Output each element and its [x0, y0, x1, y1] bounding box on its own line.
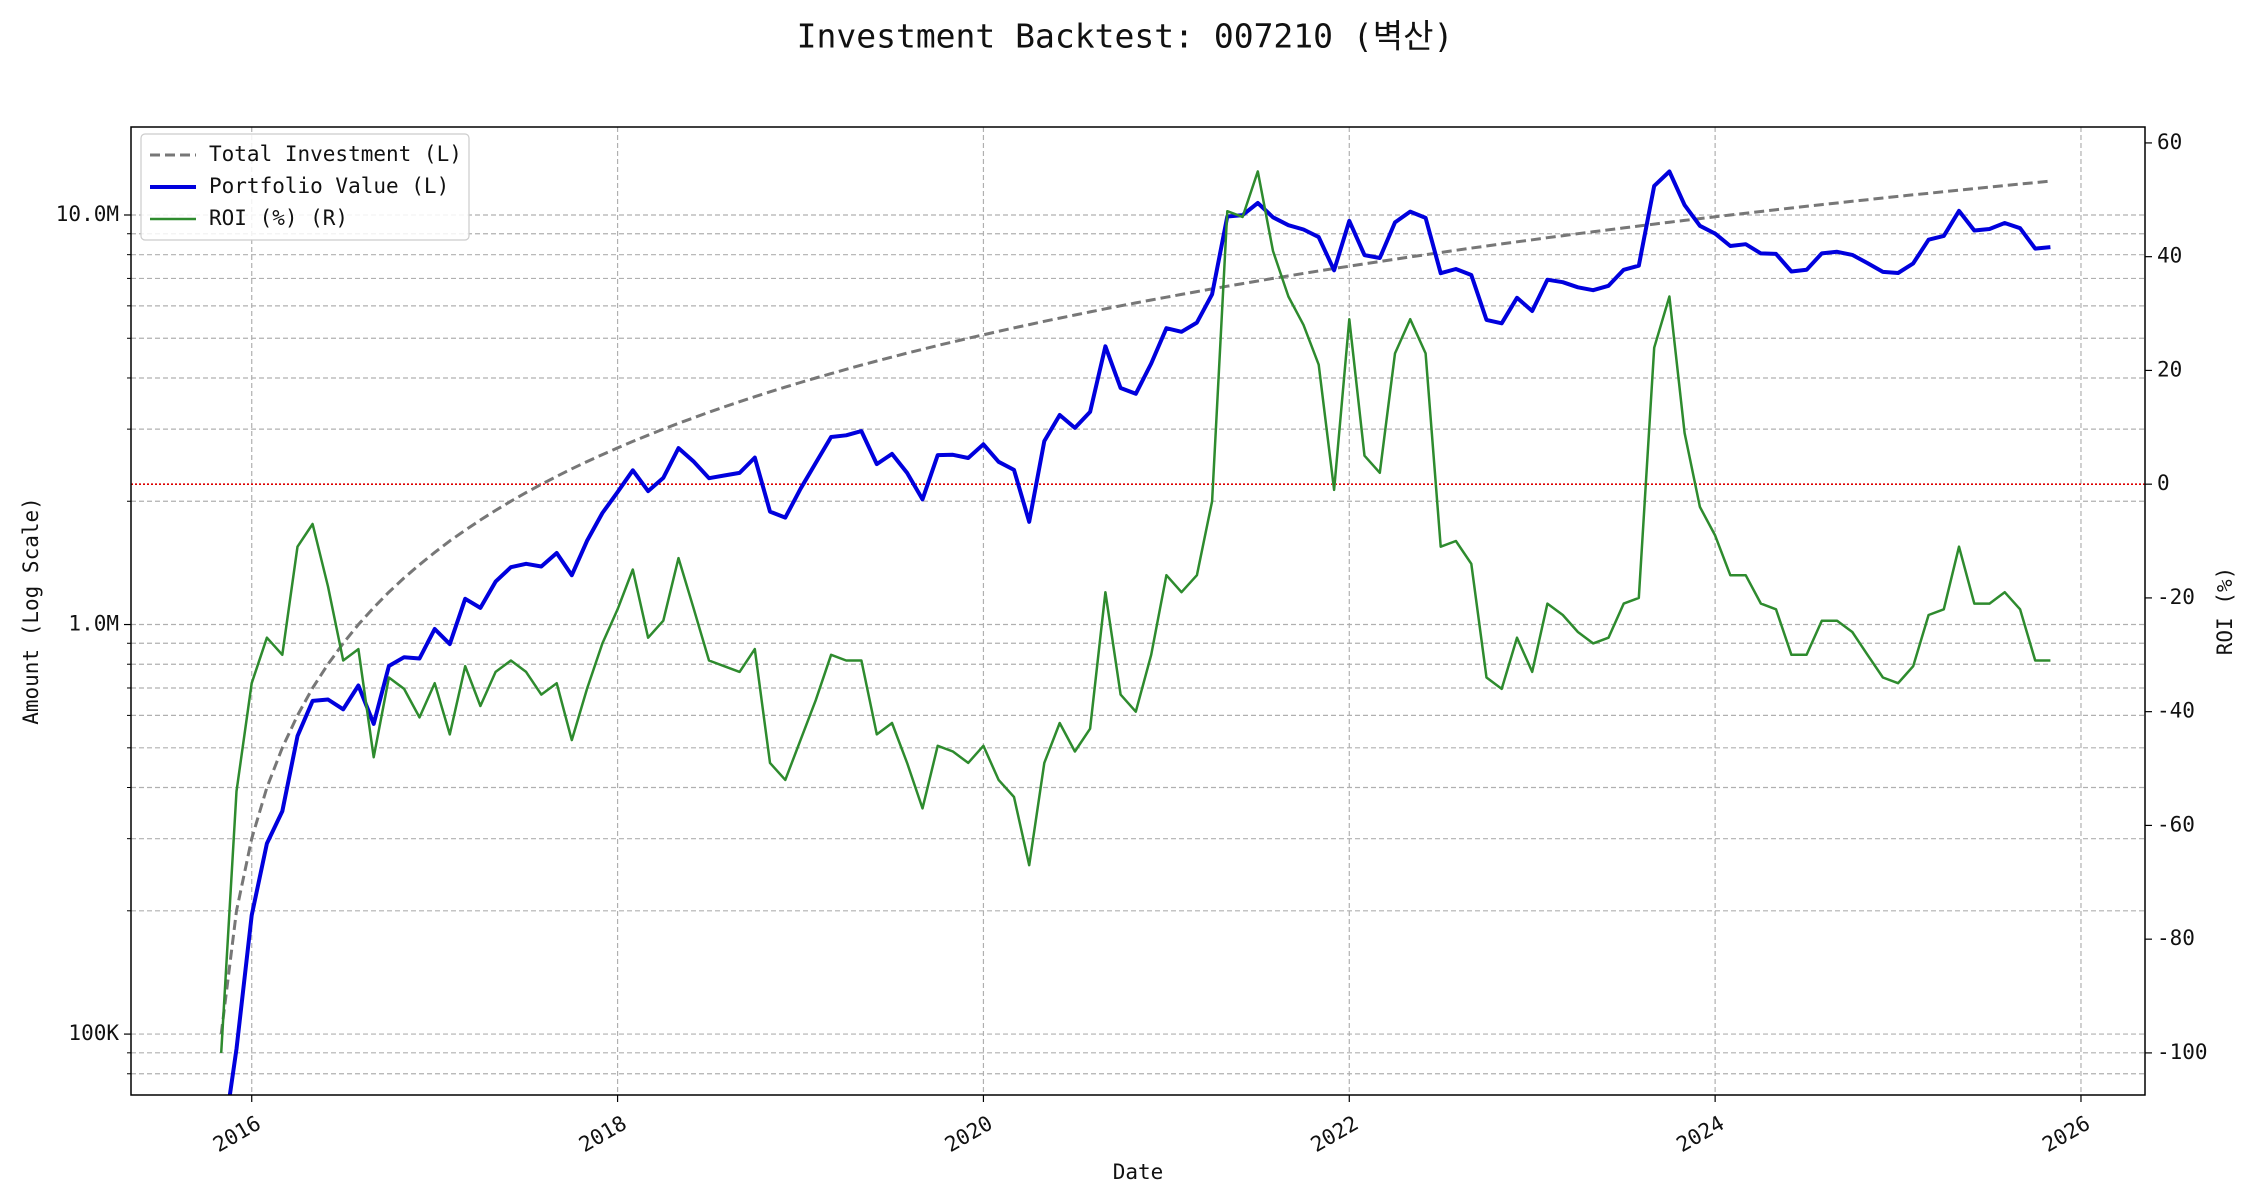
- y2-tick-label: 0: [2157, 471, 2170, 495]
- legend-label: ROI (%) (R): [209, 206, 348, 230]
- legend: Total Investment (L) Portfolio Value (L) R…: [140, 133, 470, 241]
- y-tick-label: 100K: [68, 1021, 119, 1045]
- y2-tick-label: -100: [2157, 1040, 2208, 1064]
- legend-label: Portfolio Value (L): [209, 174, 449, 198]
- y2-tick-label: 40: [2157, 244, 2182, 268]
- y2-axis-label: ROI (%): [2213, 567, 2237, 656]
- y2-tick-label: 60: [2157, 130, 2182, 154]
- series-line: [227, 169, 2051, 1095]
- series-line: [219, 179, 2051, 1035]
- legend-label: Total Investment (L): [209, 142, 462, 166]
- plot-lines: [131, 169, 2145, 1095]
- y2-tick-label: -40: [2157, 699, 2195, 723]
- plot-frame: [130, 126, 2146, 1096]
- legend-box: [140, 133, 470, 241]
- y-tick-label: 10.0M: [56, 202, 119, 226]
- x-axis-label: Date: [1113, 1160, 1164, 1184]
- chart-title: Investment Backtest: 007210 (벽산): [797, 17, 1454, 56]
- series-line: [219, 170, 2051, 1053]
- y2-tick-label: -20: [2157, 585, 2195, 609]
- y2-tick-label: 20: [2157, 357, 2182, 381]
- y-axis-label: Amount (Log Scale): [19, 497, 43, 725]
- y-tick-label: 1.0M: [68, 612, 119, 636]
- y2-tick-label: -60: [2157, 812, 2195, 836]
- y2-tick-label: -80: [2157, 926, 2195, 950]
